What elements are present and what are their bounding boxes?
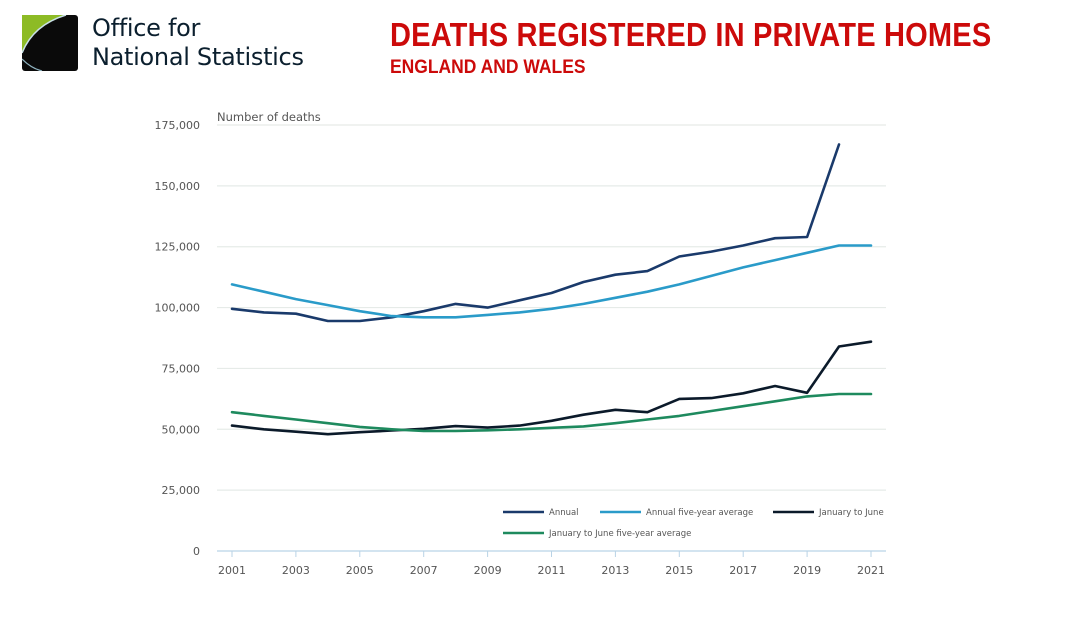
- x-tick-label: 2009: [474, 564, 502, 577]
- legend-label: Annual five-year average: [646, 508, 753, 518]
- x-tick-label: 2017: [729, 564, 757, 577]
- x-axis: 2001 2003 2005 2007 2009 2011 2013 2015 2017 2019…: [217, 550, 886, 577]
- y-tick-label: 50,000: [162, 423, 201, 436]
- legend-label: January to June five-year average: [548, 529, 691, 539]
- org-line-1: Office for: [92, 14, 201, 42]
- y-tick-label: 75,000: [162, 362, 201, 375]
- x-tick-label: 2003: [282, 564, 310, 577]
- legend-label: January to June: [818, 508, 884, 518]
- y-tick-label: 125,000: [155, 241, 201, 254]
- y-tick-label: 175,000: [155, 119, 201, 132]
- x-tick-label: 2021: [857, 564, 885, 577]
- y-tick-label: 100,000: [155, 302, 201, 315]
- page-subtitle: ENGLAND AND WALES: [390, 57, 586, 78]
- series-line-january-to-june: [230, 340, 873, 436]
- x-tick-label: 2001: [218, 564, 246, 577]
- x-tick-label: 2005: [346, 564, 374, 577]
- y-axis-label: Number of deaths: [217, 110, 321, 124]
- x-tick-label: 2011: [538, 564, 566, 577]
- x-tick-label: 2019: [793, 564, 821, 577]
- y-tick-label: 0: [193, 545, 200, 558]
- series-line-annual: [230, 143, 841, 323]
- legend: Annual Annual five-year average January to…: [503, 508, 884, 539]
- legend-item: Annual five-year average: [600, 508, 753, 518]
- y-tick-label: 150,000: [155, 180, 201, 193]
- y-tick-label: 25,000: [162, 484, 201, 497]
- x-tick-label: 2007: [410, 564, 438, 577]
- series-line-annual-five-year-average: [230, 244, 873, 319]
- organisation-name: Office for National Statistics: [92, 14, 304, 72]
- series-line-january-to-june-five-year-average: [230, 392, 873, 433]
- legend-item: Annual: [503, 508, 579, 518]
- legend-label: Annual: [549, 508, 579, 518]
- y-axis-ticks: 0 25,000 50,000 75,000 100,000 125,000 150,000…: [155, 119, 201, 558]
- ons-logo-icon: [22, 15, 78, 71]
- x-tick-label: 2015: [665, 564, 693, 577]
- legend-item: January to June five-year average: [503, 529, 691, 539]
- legend-item: January to June: [773, 508, 884, 518]
- org-line-2: National Statistics: [92, 43, 304, 71]
- x-tick-label: 2013: [601, 564, 629, 577]
- series-lines: [230, 143, 873, 436]
- page-title: DEATHS REGISTERED IN PRIVATE HOMES: [390, 16, 992, 53]
